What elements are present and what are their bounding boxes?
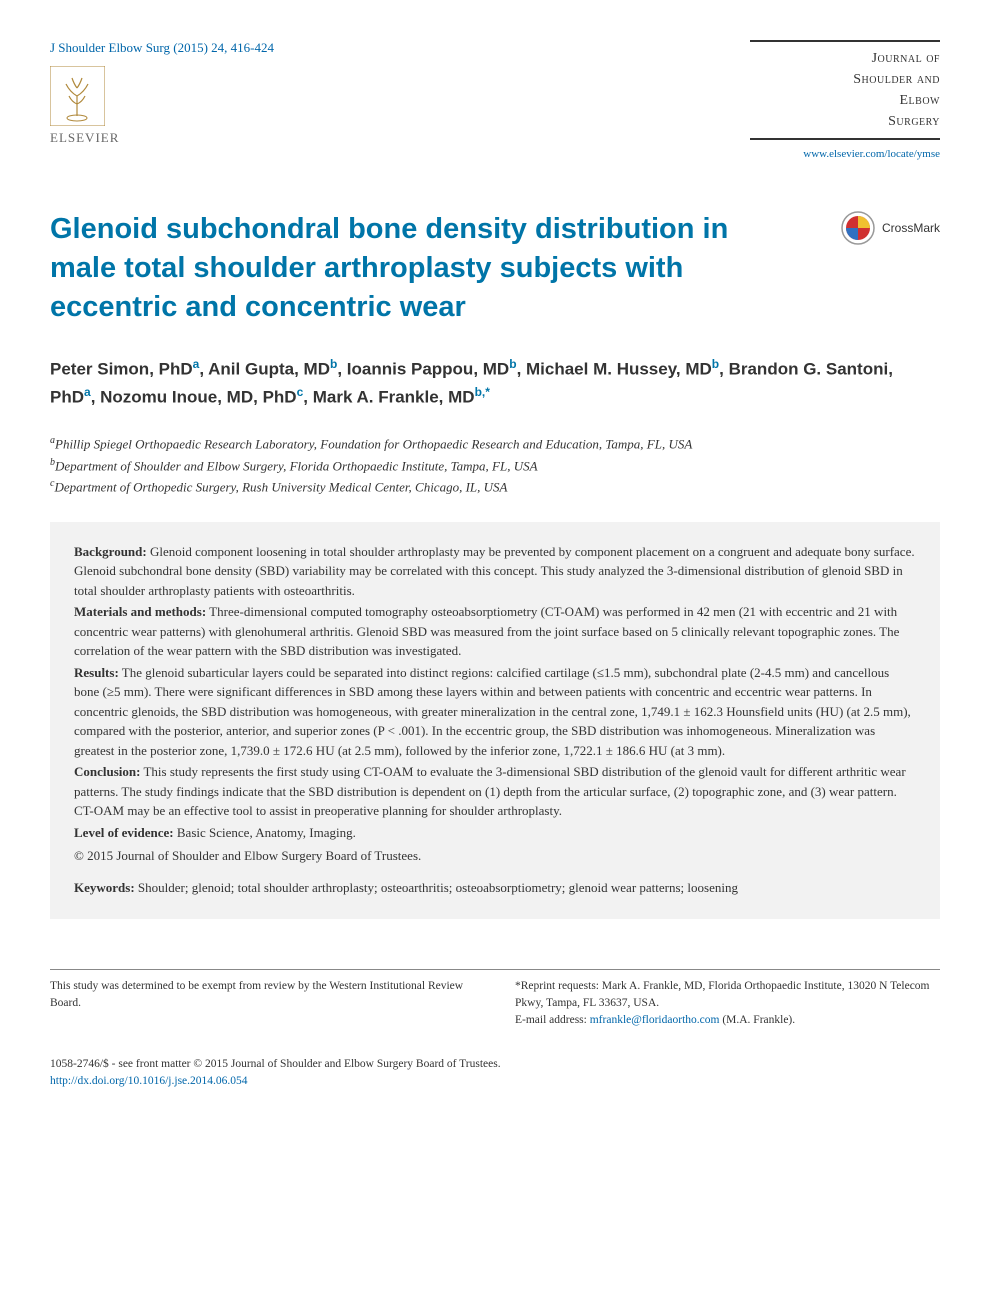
publisher-name: ELSEVIER: [50, 130, 119, 146]
abstract-conclusion: Conclusion: This study represents the fi…: [74, 762, 916, 821]
affiliation-row: bDepartment of Shoulder and Elbow Surger…: [50, 455, 940, 476]
crossmark-icon: [840, 210, 876, 246]
journal-logo: Journal of Shoulder and Elbow Surgery: [750, 40, 940, 140]
footer-irb: This study was determined to be exempt f…: [50, 978, 475, 1028]
affiliation-row: cDepartment of Orthopedic Surgery, Rush …: [50, 476, 940, 497]
authors-list: Peter Simon, PhDa, Anil Gupta, MDb, Ioan…: [50, 355, 940, 411]
journal-line: Shoulder and: [750, 69, 940, 90]
abstract-copyright: © 2015 Journal of Shoulder and Elbow Sur…: [74, 846, 916, 866]
journal-url[interactable]: www.elsevier.com/locate/ymse: [750, 148, 940, 160]
abstract-results: Results: The glenoid subarticular layers…: [74, 663, 916, 761]
corresponding-email[interactable]: mfrankle@floridaortho.com: [590, 1014, 720, 1026]
abstract-methods: Materials and methods: Three-dimensional…: [74, 602, 916, 661]
page-header: J Shoulder Elbow Surg (2015) 24, 416-424…: [50, 40, 940, 160]
issn-line: 1058-2746/$ - see front matter © 2015 Jo…: [50, 1056, 940, 1073]
header-left: J Shoulder Elbow Surg (2015) 24, 416-424…: [50, 40, 274, 146]
crossmark-badge[interactable]: CrossMark: [840, 210, 940, 246]
footer-reprint: *Reprint requests: Mark A. Frankle, MD, …: [515, 978, 940, 1028]
affiliations: aPhillip Spiegel Orthopaedic Research La…: [50, 433, 940, 497]
journal-citation: J Shoulder Elbow Surg (2015) 24, 416-424: [50, 40, 274, 56]
header-right: Journal of Shoulder and Elbow Surgery ww…: [750, 40, 940, 160]
publisher-block: ELSEVIER: [50, 66, 274, 146]
bottom-bar: 1058-2746/$ - see front matter © 2015 Jo…: [50, 1056, 940, 1089]
title-row: Glenoid subchondral bone density distrib…: [50, 210, 940, 327]
elsevier-tree-icon: [50, 66, 105, 126]
affiliation-row: aPhillip Spiegel Orthopaedic Research La…: [50, 433, 940, 454]
journal-line: Surgery: [750, 111, 940, 132]
doi-link[interactable]: http://dx.doi.org/10.1016/j.jse.2014.06.…: [50, 1073, 940, 1090]
journal-line: Journal of: [750, 48, 940, 69]
abstract-background: Background: Glenoid component loosening …: [74, 542, 916, 601]
journal-line: Elbow: [750, 90, 940, 111]
article-title: Glenoid subchondral bone density distrib…: [50, 210, 790, 327]
footer-row: This study was determined to be exempt f…: [50, 969, 940, 1028]
crossmark-label: CrossMark: [882, 221, 940, 235]
abstract-box: Background: Glenoid component loosening …: [50, 522, 940, 920]
abstract-keywords: Keywords: Shoulder; glenoid; total shoul…: [74, 878, 916, 898]
abstract-level: Level of evidence: Basic Science, Anatom…: [74, 823, 916, 843]
